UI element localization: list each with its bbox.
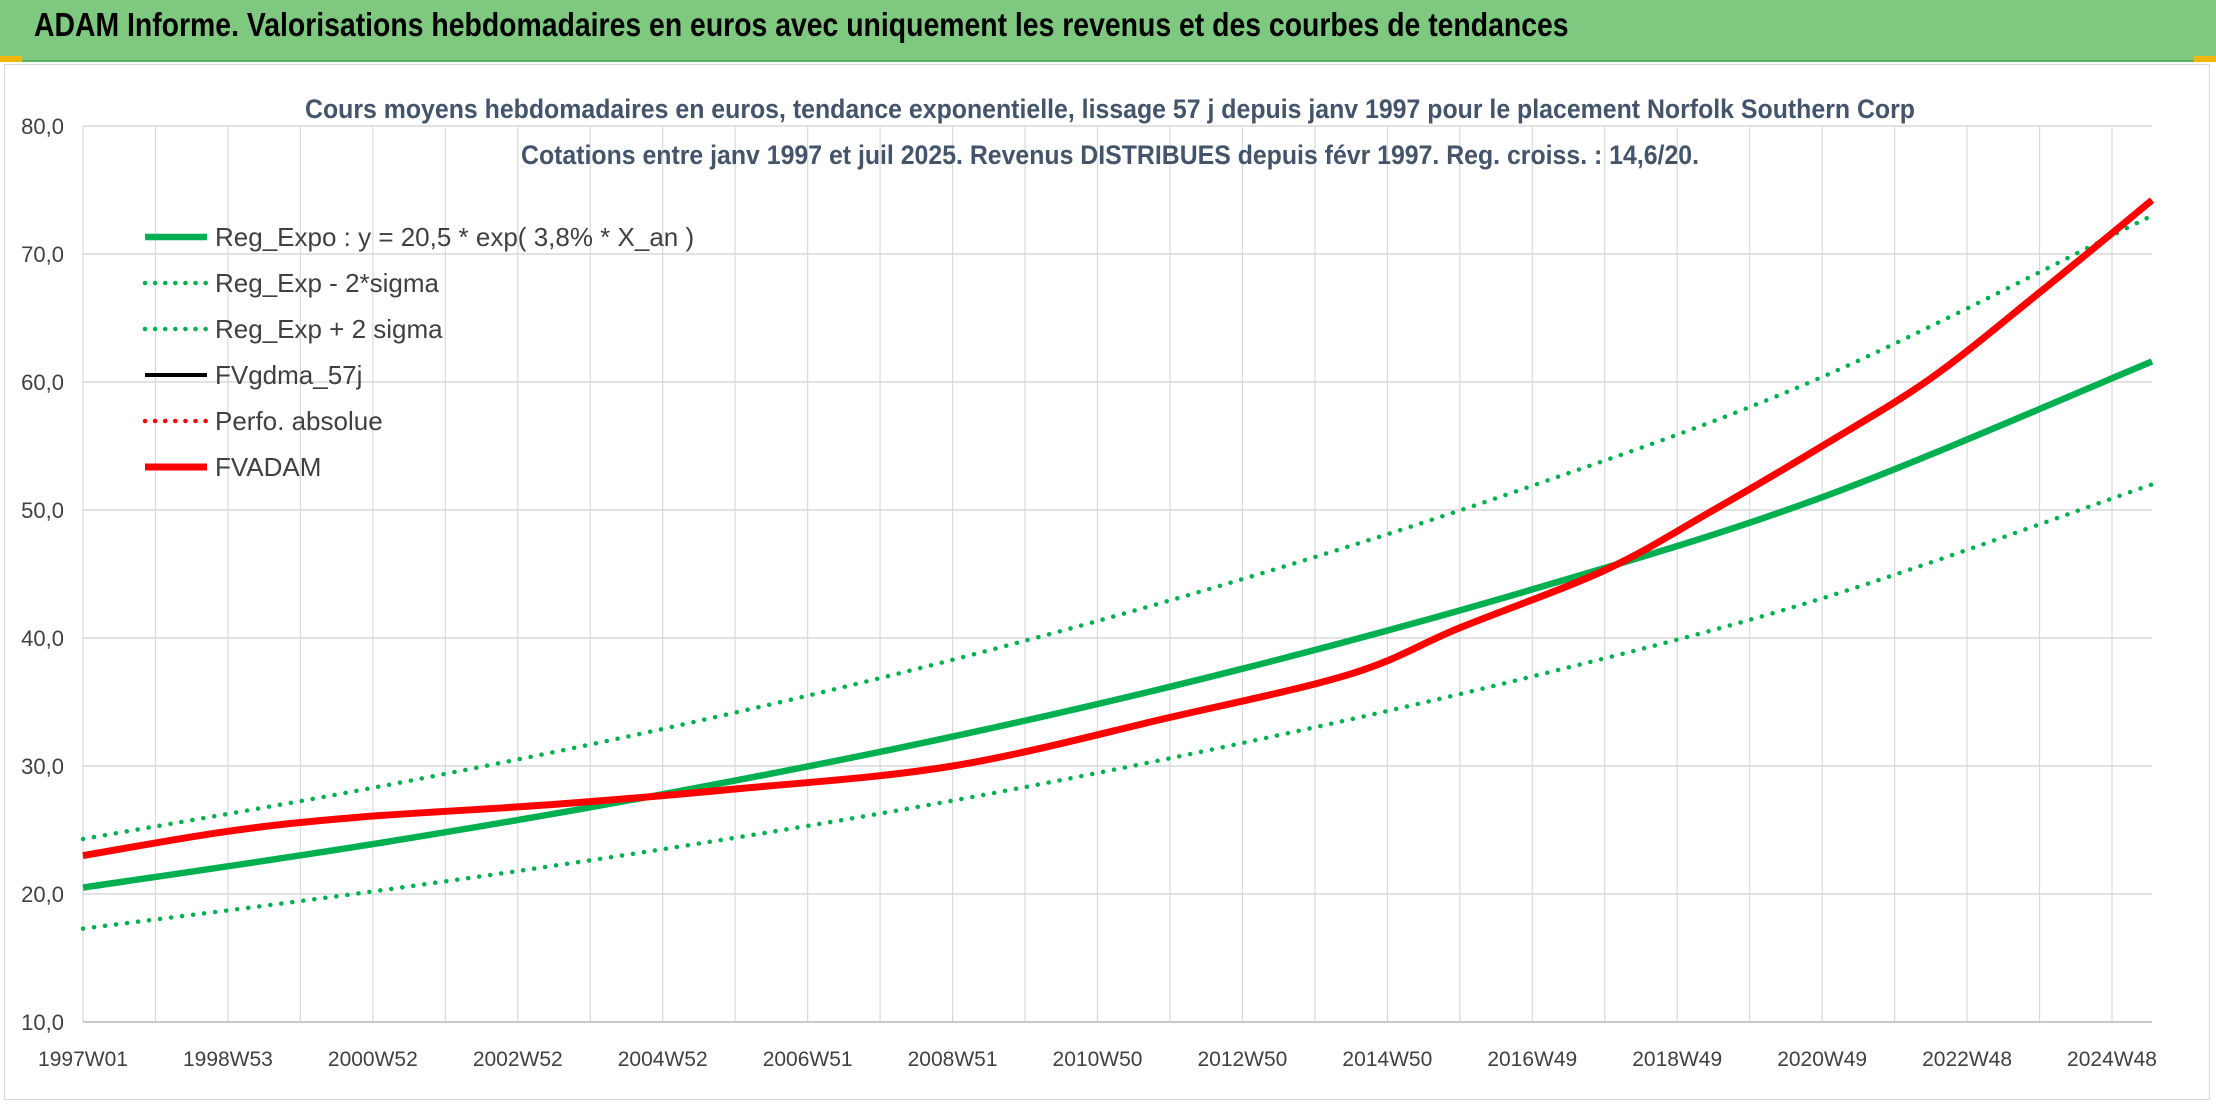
y-tick-label: 80,0 [21, 114, 64, 139]
y-tick-label: 10,0 [21, 1010, 64, 1035]
x-tick-label: 2010W50 [1053, 1048, 1143, 1071]
x-tick-label: 2004W52 [618, 1048, 708, 1071]
x-tick-label: 1998W53 [183, 1048, 273, 1071]
legend-label-3: FVgdma_57j [215, 360, 362, 390]
chart-subtitle: Cotations entre janv 1997 et juil 2025. … [521, 140, 1699, 170]
x-tick-label: 1997W01 [38, 1048, 128, 1071]
x-tick-label: 2000W52 [328, 1048, 418, 1071]
series-lines [80, 197, 2155, 931]
x-tick-label: 2002W52 [473, 1048, 563, 1071]
x-tick-label: 2020W49 [1777, 1048, 1867, 1071]
legend-label-0: Reg_Expo : y = 20,5 * exp( 3,8% * X_an ) [215, 222, 694, 252]
series-line-0 [82, 358, 2154, 891]
y-tick-label: 70,0 [21, 242, 64, 267]
corner-marker-right [2194, 56, 2216, 62]
gridlines [82, 125, 2152, 1023]
x-tick-label: 2022W48 [1922, 1048, 2012, 1071]
legend-label-1: Reg_Exp - 2*sigma [215, 268, 440, 298]
chart-area [4, 64, 2210, 1100]
x-axis-ticks: 1997W01 1998W53 2000W52 2002W52 2004W52 2006W… [38, 1048, 2157, 1071]
y-tick-label: 20,0 [21, 882, 64, 907]
legend-label-5: FVADAM [215, 452, 321, 482]
y-tick-label: 30,0 [21, 754, 64, 779]
series-line-5 [82, 197, 2155, 860]
x-tick-label: 2024W48 [2067, 1048, 2157, 1071]
legend-label-2: Reg_Exp + 2 sigma [215, 314, 443, 344]
corner-marker-left [0, 56, 22, 62]
series-line-3 [82, 198, 2154, 858]
y-tick-label: 50,0 [21, 498, 64, 523]
y-axis-ticks: 10,0 20,0 30,0 40,0 50,0 60,0 70,0 80,0 [21, 114, 64, 1035]
series-line-1 [80, 482, 2155, 931]
y-tick-label: 40,0 [21, 626, 64, 651]
x-tick-label: 2012W50 [1197, 1048, 1287, 1071]
report-banner: ADAM Informe. Valorisations hebdomadaire… [0, 0, 2216, 62]
x-tick-label: 2006W51 [763, 1048, 853, 1071]
x-tick-label: 2018W49 [1632, 1048, 1722, 1071]
report-title: ADAM Informe. Valorisations hebdomadaire… [34, 6, 1569, 43]
series-line-2 [80, 213, 2155, 842]
chart-title: Cours moyens hebdomadaires en euros, ten… [305, 94, 1915, 124]
legend: Reg_Expo : y = 20,5 * exp( 3,8% * X_an )… [142, 222, 694, 482]
legend-label-4: Perfo. absolue [215, 406, 383, 436]
x-tick-label: 2014W50 [1342, 1048, 1432, 1071]
x-tick-label: 2008W51 [908, 1048, 998, 1071]
y-tick-label: 60,0 [21, 370, 64, 395]
x-tick-label: 2016W49 [1487, 1048, 1577, 1071]
